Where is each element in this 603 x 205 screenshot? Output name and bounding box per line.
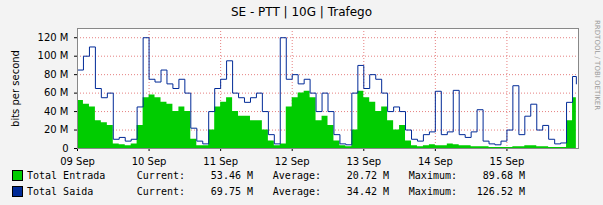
html-text:Current:: Current: xyxy=(136,169,185,181)
html-text:Current:: Current: xyxy=(136,185,185,197)
svg-text:0: 0 xyxy=(62,143,68,154)
html-text:Maximum:: Maximum: xyxy=(408,169,457,181)
svg-text:120 M: 120 M xyxy=(38,32,69,43)
svg-text:10 Sep: 10 Sep xyxy=(132,156,167,167)
html-text:Total Entrada: Total Entrada xyxy=(27,169,106,181)
html-text:53.46 M: 53.46 M xyxy=(210,169,253,181)
html-text:126.52 M: 126.52 M xyxy=(476,185,525,197)
svg-text:14 Sep: 14 Sep xyxy=(418,156,453,167)
html-text:RRDTOOL / TOBI OETIKER: RRDTOOL / TOBI OETIKER xyxy=(593,20,601,111)
html-text:69.75 M: 69.75 M xyxy=(210,185,253,197)
html-text:89.68 M: 89.68 M xyxy=(482,169,525,181)
svg-text:40 M: 40 M xyxy=(44,106,69,117)
html-text:SE - PTT | 10G | Trafego: SE - PTT | 10G | Trafego xyxy=(230,5,373,19)
svg-text:80 M: 80 M xyxy=(44,69,69,80)
svg-text:13 Sep: 13 Sep xyxy=(346,156,381,167)
svg-text:11 Sep: 11 Sep xyxy=(203,156,238,167)
svg-text:15 Sep: 15 Sep xyxy=(490,156,525,167)
html-text:20.72 M: 20.72 M xyxy=(346,169,389,181)
html-text:Maximum:: Maximum: xyxy=(408,185,457,197)
svg-text:60 M: 60 M xyxy=(44,87,69,98)
html-text:Average:: Average: xyxy=(272,185,321,197)
svg-text:09 Sep: 09 Sep xyxy=(60,156,95,167)
svg-text:12 Sep: 12 Sep xyxy=(275,156,310,167)
html-text:Average:: Average: xyxy=(272,169,321,181)
html-text:34.42 M: 34.42 M xyxy=(346,185,389,197)
svg-text:20 M: 20 M xyxy=(44,124,69,135)
html-text:Total Saida: Total Saida xyxy=(27,185,94,197)
svg-text:100 M: 100 M xyxy=(38,50,69,61)
svg-text:bits per second: bits per second xyxy=(10,50,21,127)
